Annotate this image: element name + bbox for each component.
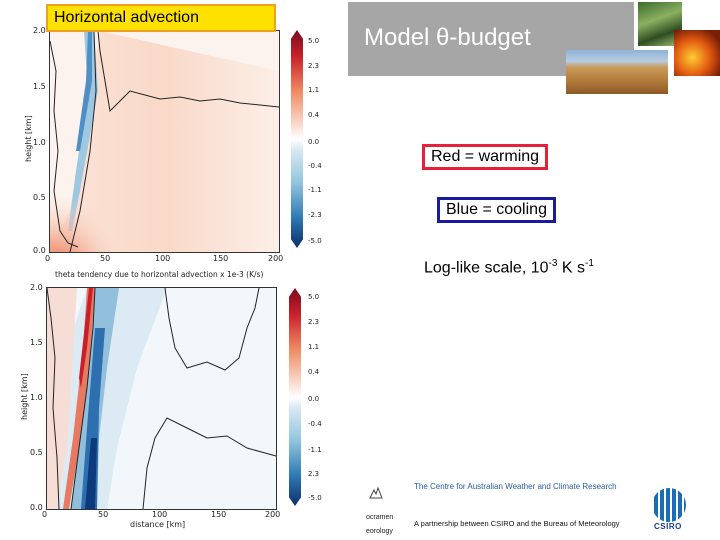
bottom-ytick-10: 1.0 bbox=[30, 393, 43, 402]
scale-note: Log-like scale, 10-3 K s-1 bbox=[424, 258, 594, 277]
bottom-ytick-00: 0.0 bbox=[30, 503, 43, 512]
top-plot-svg bbox=[50, 31, 279, 252]
scale-note-exp2: -1 bbox=[584, 258, 594, 269]
bottom-warm-core bbox=[79, 288, 93, 388]
top-ytick-00: 0.0 bbox=[33, 246, 46, 255]
bottom-cb-7: 2.3 bbox=[308, 470, 320, 478]
wheat-field-photo bbox=[566, 50, 668, 94]
csiro-disc-icon bbox=[652, 488, 686, 522]
bottom-contour-core bbox=[70, 288, 96, 509]
bottom-cb-3: 0.4 bbox=[308, 368, 320, 376]
bottom-colorbar bbox=[289, 288, 301, 506]
csiro-logo: CSIRO bbox=[650, 488, 688, 536]
bottom-xtick-0: 0 bbox=[42, 510, 48, 519]
top-cb-2: 1.1 bbox=[308, 86, 320, 94]
bom-text-1: ocramen bbox=[366, 514, 394, 521]
bottom-ytick-20: 2.0 bbox=[30, 283, 43, 292]
top-ytick-10: 1.0 bbox=[33, 138, 46, 147]
bottom-cold-core bbox=[81, 328, 105, 509]
top-xtick-100: 100 bbox=[155, 254, 171, 263]
bottom-ylabel: height [km] bbox=[20, 373, 29, 420]
horizontal-advection-label-inner: Horizontal advection bbox=[48, 6, 274, 30]
legend-warm-box: Red = warming bbox=[422, 144, 549, 170]
bottom-cb-1: 2.3 bbox=[308, 318, 320, 326]
bottom-xtick-200: 200 bbox=[265, 510, 281, 519]
top-cb-6: -1.1 bbox=[308, 186, 322, 194]
top-contour-left bbox=[50, 40, 79, 248]
top-ylabel: height [km] bbox=[24, 115, 33, 162]
fire-photo bbox=[674, 30, 720, 76]
bom-text-2: eorology bbox=[366, 528, 393, 535]
bottom-cb-6: -1.1 bbox=[308, 446, 322, 454]
bottom-xtick-150: 150 bbox=[211, 510, 227, 519]
top-cb-0: 5.0 bbox=[308, 37, 320, 45]
horizontal-advection-label: Horizontal advection bbox=[46, 4, 276, 32]
top-cb-5: -0.4 bbox=[308, 162, 322, 170]
bottom-xtick-50: 50 bbox=[98, 510, 109, 519]
bottom-xtick-100: 100 bbox=[152, 510, 168, 519]
bottom-plot-panel: 2.0 1.5 1.0 0.5 0.0 height [km] 0 50 100… bbox=[0, 280, 330, 540]
bottom-contour-lower bbox=[142, 417, 276, 509]
bottom-cb-4: 0.0 bbox=[308, 395, 320, 403]
bom-crest-icon bbox=[369, 486, 383, 499]
bottom-ytick-15: 1.5 bbox=[30, 338, 43, 347]
scale-note-prefix: Log-like scale, 10 bbox=[424, 259, 549, 277]
top-xtick-200: 200 bbox=[268, 254, 284, 263]
top-ytick-05: 0.5 bbox=[33, 193, 46, 202]
bottom-plot-svg bbox=[47, 288, 276, 509]
bottom-xlabel: distance [km] bbox=[130, 520, 186, 529]
legend-cool-box: Blue = cooling bbox=[437, 197, 556, 223]
top-xtick-50: 50 bbox=[100, 254, 111, 263]
bottom-cb-8: -5.0 bbox=[308, 494, 322, 502]
bottom-cb-0: 5.0 bbox=[308, 293, 320, 301]
top-plot-panel: 2.0 1.5 1.0 0.5 0.0 height [km] 0 50 100… bbox=[0, 0, 330, 285]
top-cb-3: 0.4 bbox=[308, 111, 320, 119]
footer-line-1: The Centre for Australian Weather and Cl… bbox=[414, 482, 617, 491]
top-xtick-0: 0 bbox=[45, 254, 51, 263]
top-contour-main bbox=[97, 31, 279, 113]
csiro-text: CSIRO bbox=[654, 522, 682, 531]
bottom-plot-area bbox=[46, 287, 277, 510]
top-plot-caption: theta tendency due to horizontal advecti… bbox=[55, 270, 264, 279]
bottom-cb-2: 1.1 bbox=[308, 343, 320, 351]
top-ytick-15: 1.5 bbox=[33, 82, 46, 91]
top-blue-core bbox=[76, 31, 92, 151]
top-colorbar bbox=[291, 30, 303, 248]
top-cb-4: 0.0 bbox=[308, 138, 320, 146]
top-xtick-150: 150 bbox=[213, 254, 229, 263]
top-cb-7: -2.3 bbox=[308, 211, 322, 219]
scale-note-exp1: -3 bbox=[548, 258, 558, 269]
scale-note-unit: K s bbox=[557, 259, 585, 277]
top-contour-core bbox=[69, 31, 97, 252]
page-title: Model θ-budget bbox=[364, 24, 531, 51]
bottom-cb-5: -0.4 bbox=[308, 420, 322, 428]
bottom-ytick-05: 0.5 bbox=[30, 448, 43, 457]
top-ytick-20: 2.0 bbox=[33, 26, 46, 35]
top-plot-area bbox=[49, 30, 280, 253]
bom-logo: ocramen eorology bbox=[362, 486, 412, 536]
bottom-contour-blob bbox=[164, 288, 260, 371]
footer-line-2: A partnership between CSIRO and the Bure… bbox=[414, 519, 620, 528]
top-cb-1: 2.3 bbox=[308, 62, 320, 70]
bottom-pink-left bbox=[47, 288, 77, 509]
top-cb-8: -5.0 bbox=[308, 237, 322, 245]
bottom-deep-core bbox=[85, 438, 97, 509]
bottom-contour-left bbox=[47, 288, 60, 509]
